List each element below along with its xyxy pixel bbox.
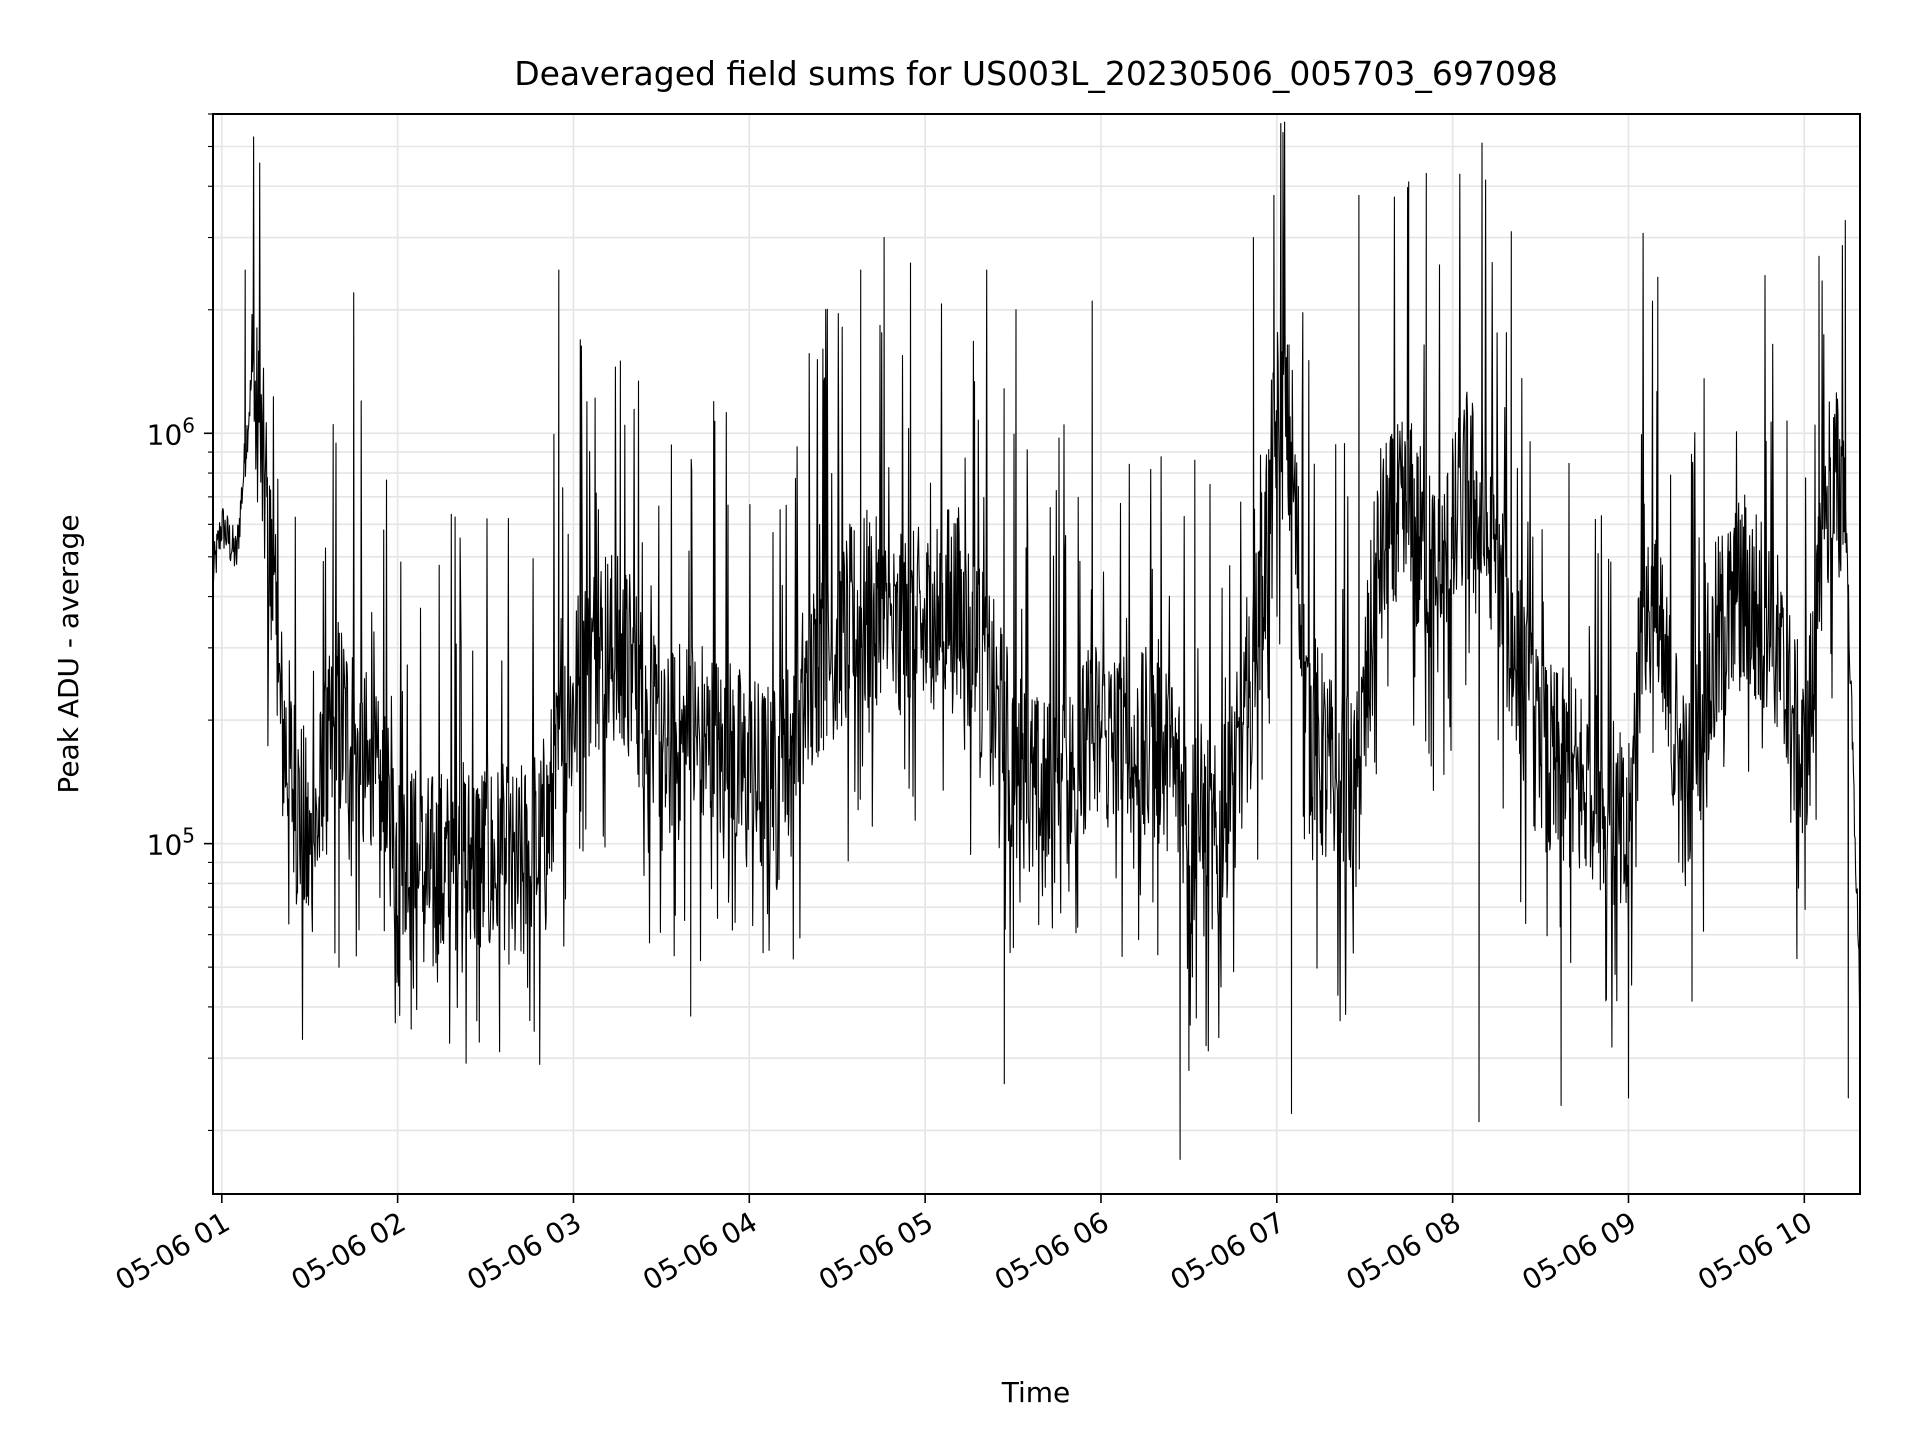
y-axis-label: Peak ADU - average: [52, 514, 85, 793]
plot-frame: [212, 113, 1861, 1195]
y-tick-label-exponent: 6: [182, 413, 195, 437]
data-series-line: [213, 121, 1860, 1160]
y-tick-label-base: 10: [147, 829, 183, 862]
y-tick-label: 106: [147, 413, 195, 451]
chart-title: Deaveraged field sums for US003L_2023050…: [514, 54, 1558, 93]
x-axis-label: Time: [1001, 1376, 1071, 1409]
y-tick-label-exponent: 5: [182, 824, 195, 848]
y-tick-label-base: 10: [147, 418, 183, 451]
y-tick-label: 105: [147, 824, 195, 862]
